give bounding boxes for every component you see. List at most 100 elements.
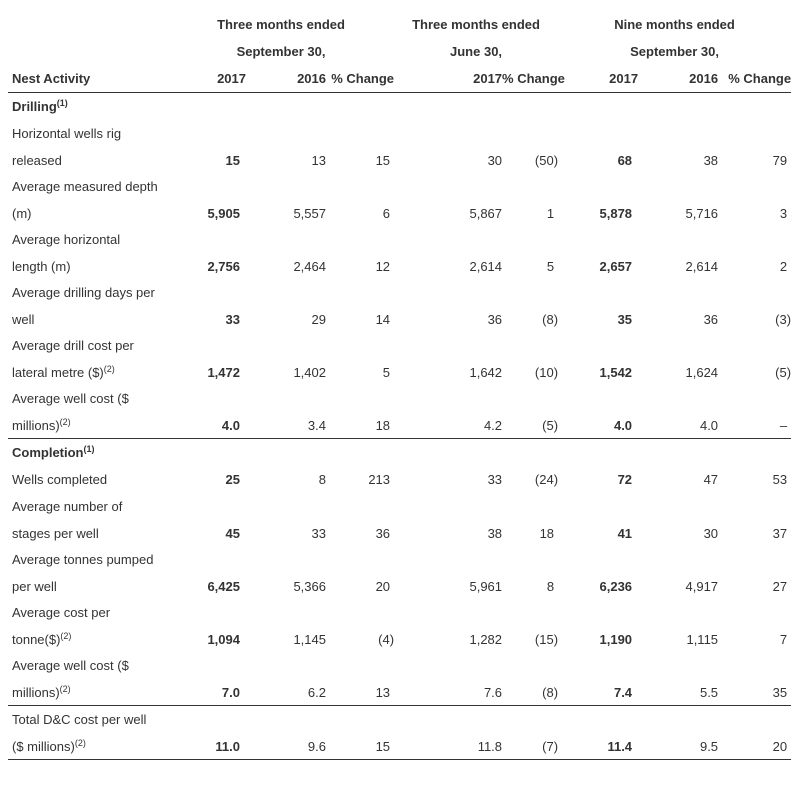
cell-value: 41 [617,525,633,541]
table-row: millions)(2) 4.0 3.4 18 4.2 (5) 4.0 4.0 – [8,412,791,439]
cell-value: 11.4 [558,733,639,760]
row-label: millions)(2) [12,416,71,433]
cell-value: 5.5 [699,684,719,700]
cell-value: 20 [718,733,792,760]
column-label: Nest Activity [8,65,168,93]
col-header: % Change [718,65,792,93]
cell-value: 5,905 [207,205,240,221]
row-label: stages per well [8,520,168,546]
cell-value: 79 [772,152,788,168]
cell-value: 1,542 [599,364,633,380]
row-label: Average well cost ($ [8,385,168,412]
cell-value: 3 [779,205,788,221]
cell-value: 33 [225,311,240,327]
cell-value: 53 [772,472,788,487]
row-label-line2: millions) [12,417,60,433]
group2-line1: Three months ended [412,17,540,32]
cell-value: 5 [382,364,391,380]
group3-line2: September 30, [630,44,719,59]
row-label: Total D&C cost per well [8,705,168,733]
cell-value: 9.5 [638,733,719,760]
row-label: Average measured depth [8,173,168,200]
group1-line2: September 30, [236,44,326,59]
cell-value: 4.0 [613,417,633,433]
header-row-3: Nest Activity 2017 2016 % Change 2017 % … [8,65,792,93]
cell-value: 2,614 [685,258,719,274]
table-row: length (m) 2,756 2,464 12 2,614 5 2,657 2,614 2 [8,253,791,279]
cell-value: 35 [772,684,788,700]
table-row: (m) 5,905 5,557 6 5,867 1 5,878 5,716 3 [8,200,791,226]
cell-value: 1,624 [685,364,719,380]
row-label: lateral metre ($)(2) [12,363,115,380]
col-header: 2017 [394,65,503,93]
cell-value: 36 [703,311,719,327]
row-label: ($ millions)(2) [8,733,168,760]
row-label: Average number of [8,493,168,520]
table-row: well 33 29 14 36 (8) 35 36 (3) [8,306,791,332]
cell-value: (5) [775,364,792,380]
cell-value: 4,917 [685,578,719,594]
cell-value: 1,115 [686,631,719,647]
row-label-line1: Average drilling days per [12,285,155,300]
group1-line1: Three months ended [217,17,345,32]
table-row: Average measured depth [8,173,791,200]
cell-value: 5,557 [293,205,326,221]
cell-value: 30 [703,525,719,541]
table-row: Average cost per [8,599,791,626]
cell-value: (50) [534,152,559,168]
cell-value: 5,878 [599,205,633,221]
section-title: Completion(1) [8,438,792,466]
cell-value: 1,094 [207,631,240,647]
row-label-line1: Total D&C cost per well [12,712,147,727]
cell-value: 2,657 [599,258,633,274]
row-label: Average horizontal [8,226,168,253]
group2-line2: June 30, [450,44,503,59]
row-label: Average drilling days per [8,279,168,306]
cell-value: 30 [487,152,503,168]
table-row: lateral metre ($)(2) 1,472 1,402 5 1,642 (10)… [8,359,791,385]
table-row: Average well cost ($ [8,385,791,412]
row-label: Average well cost ($ [8,652,168,679]
cell-value: 13 [375,684,391,700]
cell-value: 18 [539,525,555,541]
cell-value: 27 [772,578,788,594]
cell-value: 11.0 [168,733,246,760]
cell-value: 1,282 [469,631,503,647]
row-label-line2: well [12,311,35,327]
cell-value: 18 [375,417,391,433]
cell-value: 72 [617,472,633,487]
section-drilling: Drilling(1) [8,93,791,121]
cell-value: 5,961 [469,578,503,594]
cell-value: 1,642 [469,364,503,380]
cell-value: 213 [368,472,391,487]
row-label: tonne($)(2) [12,630,72,647]
row-label-line2: ($ millions) [12,738,75,754]
table-row: stages per well 45 33 36 38 18 41 30 37 [8,520,791,546]
cell-value: 1,190 [599,631,633,647]
table-row: Total D&C cost per well [8,705,792,733]
row-label-line2: lateral metre ($) [12,364,104,380]
section-title: Drilling(1) [12,98,68,115]
row-label-line1: Average horizontal [12,232,121,247]
row-label-line1: Average well cost ($ [12,658,129,673]
table-row: Average drilling days per [8,279,791,306]
cell-value: 25 [225,472,240,487]
col-header: % Change [326,65,395,93]
row-label: well [8,306,168,332]
cell-value: (3) [775,311,792,327]
cell-value: 38 [487,525,503,541]
cell-value: (10) [534,364,559,380]
table-row: Average tonnes pumped [8,546,791,573]
row-label: length (m) [8,253,168,279]
row-label-line2: released [12,152,62,168]
cell-value: 2,464 [293,258,326,274]
cell-value: 3.4 [307,417,326,433]
cell-value: (8) [542,684,559,700]
cell-value: 5,867 [469,205,503,221]
table-row: ($ millions)(2) 11.0 9.6 15 11.8 (7) 11.4 9.5 20 [8,733,792,760]
row-label: millions)(2) [12,683,71,700]
cell-value: 2,756 [207,258,240,274]
cell-value: 4.2 [483,417,503,433]
cell-value: 33 [487,472,503,487]
cell-value: 7.6 [483,684,503,700]
